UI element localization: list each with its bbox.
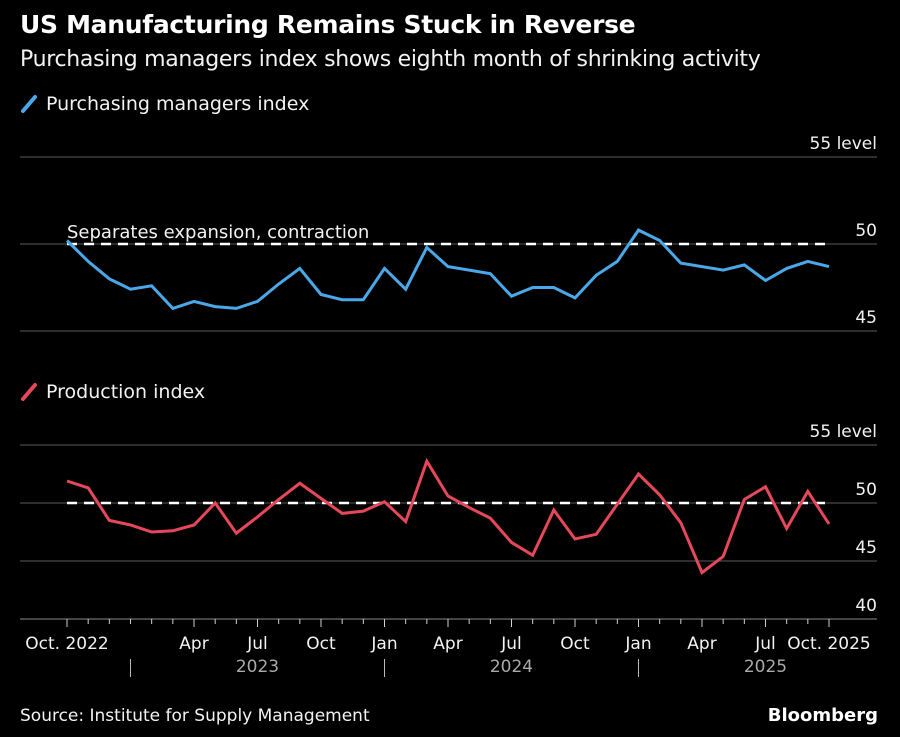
production-y-tick-label: 50 bbox=[855, 480, 877, 500]
pmi-y-tick-label: 45 bbox=[855, 308, 877, 328]
legend-pmi: Purchasing managers index bbox=[20, 93, 309, 115]
bloomberg-logo: Bloomberg bbox=[767, 705, 878, 726]
pmi-y-tick-label: 50 bbox=[855, 221, 877, 241]
production-y-tick-label: 45 bbox=[855, 538, 877, 558]
legend-pmi-label: Purchasing managers index bbox=[46, 93, 310, 115]
x-axis-month-label: Oct. 2025 bbox=[787, 634, 870, 654]
production-y-tick-label: 40 bbox=[855, 596, 877, 616]
pmi-legend-swatch-icon bbox=[21, 95, 37, 113]
x-axis-month-label: Jan bbox=[624, 634, 651, 654]
source-note: Source: Institute for Supply Management bbox=[20, 706, 370, 726]
x-axis-month-label: Jul bbox=[754, 634, 776, 654]
x-axis-month-label: Oct bbox=[306, 634, 336, 654]
pmi-y-tick-label: 55 level bbox=[810, 134, 877, 154]
chart-title: US Manufacturing Remains Stuck in Revers… bbox=[20, 10, 636, 39]
production-series-line bbox=[66, 457, 831, 575]
x-axis-month-label: Apr bbox=[179, 634, 208, 654]
pmi-reference-annotation: Separates expansion, contraction bbox=[67, 222, 369, 243]
production-legend-swatch-icon bbox=[21, 383, 37, 401]
x-axis-month-label: Apr bbox=[433, 634, 462, 654]
x-axis-month-label: Oct. 2022 bbox=[25, 634, 108, 654]
x-axis-month-label: Jul bbox=[500, 634, 522, 654]
legend-production-label: Production index bbox=[46, 381, 206, 403]
pmi-series-line bbox=[65, 228, 830, 311]
x-axis-month-label: Apr bbox=[687, 634, 716, 654]
x-axis-year-label: 2023 bbox=[236, 657, 279, 677]
legend-production: Production index bbox=[20, 381, 205, 403]
x-axis-month-label: Jan bbox=[370, 634, 397, 654]
x-axis-month-label: Oct bbox=[560, 634, 590, 654]
production-y-tick-label: 55 level bbox=[810, 422, 877, 442]
x-axis-year-label: 2025 bbox=[744, 657, 787, 677]
x-axis-year-label: 2024 bbox=[490, 657, 533, 677]
x-axis-month-label: Jul bbox=[246, 634, 268, 654]
chart-subtitle: Purchasing managers index shows eighth m… bbox=[20, 47, 761, 72]
